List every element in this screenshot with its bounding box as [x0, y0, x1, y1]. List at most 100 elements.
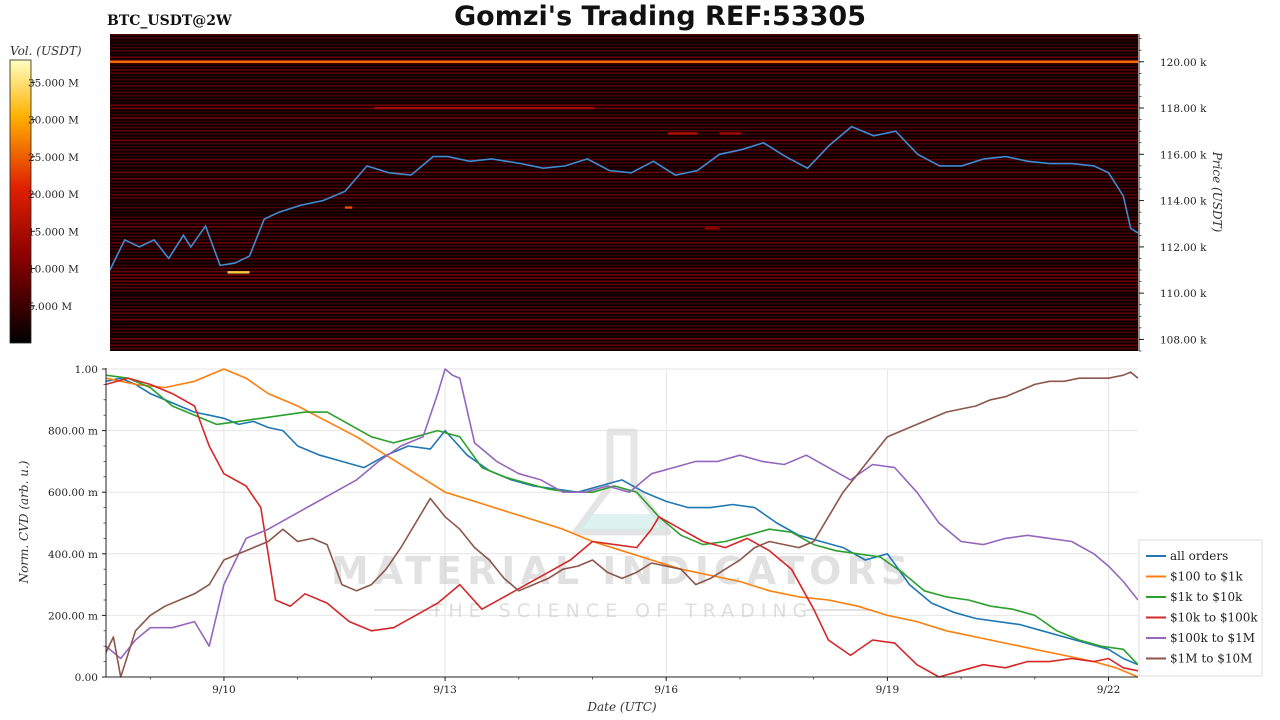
heatmap-row	[110, 69, 1138, 71]
heatmap-row	[110, 328, 1138, 330]
heatmap-row	[110, 322, 1138, 324]
price-tick-label: 116.00 k	[1160, 149, 1207, 161]
heatmap-row	[110, 82, 1138, 84]
heatmap-row	[110, 152, 1138, 154]
heatmap-row	[110, 267, 1138, 270]
heatmap-row	[110, 123, 1138, 126]
heatmap-background	[110, 34, 1138, 351]
heatmap-row	[110, 155, 1138, 158]
heatmap-row	[110, 258, 1138, 260]
heatmap-row	[110, 130, 1138, 132]
heatmap-row	[110, 302, 1138, 305]
heatmap-row	[110, 251, 1138, 254]
heatmap-row	[110, 85, 1138, 87]
heatmap-row	[110, 248, 1138, 250]
price-axis-label: Price (USDT)	[1210, 151, 1224, 233]
heatmap-row	[110, 37, 1138, 39]
heatmap-row	[110, 341, 1138, 343]
heatmap-row	[110, 338, 1138, 340]
heatmap-row	[110, 274, 1138, 276]
cvd-x-tick-label: 9/16	[654, 684, 678, 696]
heatmap-row	[110, 178, 1138, 180]
heatmap-row	[110, 203, 1138, 206]
heatmap-row	[110, 98, 1138, 100]
heatmap-row	[110, 213, 1138, 215]
watermark-title: MATERIAL INDICATORS	[331, 549, 913, 593]
cvd-y-tick-label: 800.00 m	[48, 426, 98, 438]
liquidity-level	[110, 60, 1138, 63]
heatmap-row	[110, 293, 1138, 295]
heatmap-row	[110, 334, 1138, 337]
heatmap-row	[110, 350, 1138, 351]
colorbar-tick-label: 35.000 M	[28, 77, 79, 89]
heatmap-row	[110, 264, 1138, 266]
heatmap-row	[110, 226, 1138, 228]
heatmap-row	[110, 72, 1138, 74]
heatmap-row	[110, 306, 1138, 308]
heatmap-row	[110, 91, 1138, 94]
chart-title: Gomzi's Trading REF:53305	[454, 1, 866, 32]
liquidity-level	[374, 106, 595, 110]
liquidity-level	[227, 271, 250, 274]
colorbar-tick-label: 10.000 M	[28, 264, 79, 276]
cvd-series-line	[106, 377, 1138, 678]
heatmap-row	[110, 312, 1138, 314]
cvd-series-line	[106, 371, 1138, 678]
watermark-subtitle: THE SCIENCE OF TRADING	[430, 600, 814, 622]
heatmap-row	[110, 235, 1138, 238]
heatmap-row	[110, 50, 1138, 52]
heatmap-row	[110, 277, 1138, 279]
cvd-series-line	[106, 368, 1138, 678]
heatmap-row	[110, 245, 1138, 247]
heatmap-row	[110, 117, 1138, 119]
cvd-series-line	[106, 368, 1138, 660]
cvd-x-tick-label: 9/13	[433, 684, 457, 696]
legend-label: $100k to $1M	[1170, 631, 1255, 645]
legend-label: $1k to $10k	[1170, 590, 1243, 604]
colorbar-label: Vol. (USDT)	[10, 44, 82, 58]
heatmap-row	[110, 296, 1138, 298]
heatmap-row	[110, 114, 1138, 116]
heatmap-row	[110, 216, 1138, 218]
cvd-y-tick-label: 400.00 m	[48, 549, 98, 561]
colorbar-gradient	[9, 59, 32, 344]
liquidity-level	[668, 132, 698, 135]
colorbar-tick-label: 20.000 M	[28, 189, 79, 201]
heatmap-row	[110, 139, 1138, 142]
heatmap-row	[110, 270, 1138, 273]
price-tick-label: 108.00 k	[1160, 334, 1207, 346]
cvd-x-tick-label: 9/22	[1097, 684, 1121, 696]
heatmap-row	[110, 286, 1138, 289]
heatmap-row	[110, 146, 1138, 148]
heatmap-row	[110, 56, 1138, 58]
price-tick-label: 114.00 k	[1160, 196, 1207, 208]
heatmap-row	[110, 254, 1138, 257]
heatmap-row	[110, 165, 1138, 167]
heatmap-row	[110, 200, 1138, 202]
heatmap-row	[110, 142, 1138, 145]
cvd-y-axis-label: Norm. CVD (arb. u.)	[17, 460, 31, 584]
heatmap-row	[110, 187, 1138, 190]
cvd-y-tick-label: 600.00 m	[48, 487, 98, 499]
heatmap-row	[110, 43, 1138, 46]
colorbar-tick-label: 30.000 M	[28, 115, 79, 127]
heatmap-row	[110, 162, 1138, 164]
heatmap-row	[110, 344, 1138, 346]
heatmap-row	[110, 149, 1138, 151]
heatmap-row	[110, 78, 1138, 81]
heatmap-row	[110, 261, 1138, 263]
cvd-y-tick-label: 200.00 m	[48, 610, 98, 622]
heatmap-row	[110, 40, 1138, 42]
heatmap-bright-levels	[110, 60, 1138, 274]
heatmap-row	[110, 222, 1138, 225]
symbol-label: BTC_USDT@2W	[107, 13, 232, 29]
heatmap-row	[110, 126, 1138, 129]
legend-label: $10k to $100k	[1170, 611, 1258, 625]
heatmap-row	[110, 325, 1138, 327]
heatmap-row	[110, 101, 1138, 103]
heatmap-row	[110, 290, 1138, 292]
cvd-x-axis-label: Date (UTC)	[586, 700, 656, 714]
heatmap-row	[110, 197, 1138, 199]
price-tick-label: 112.00 k	[1160, 242, 1207, 254]
legend-items: all orders $100 to $1k $1k to $10k $10k to …	[1146, 549, 1258, 666]
